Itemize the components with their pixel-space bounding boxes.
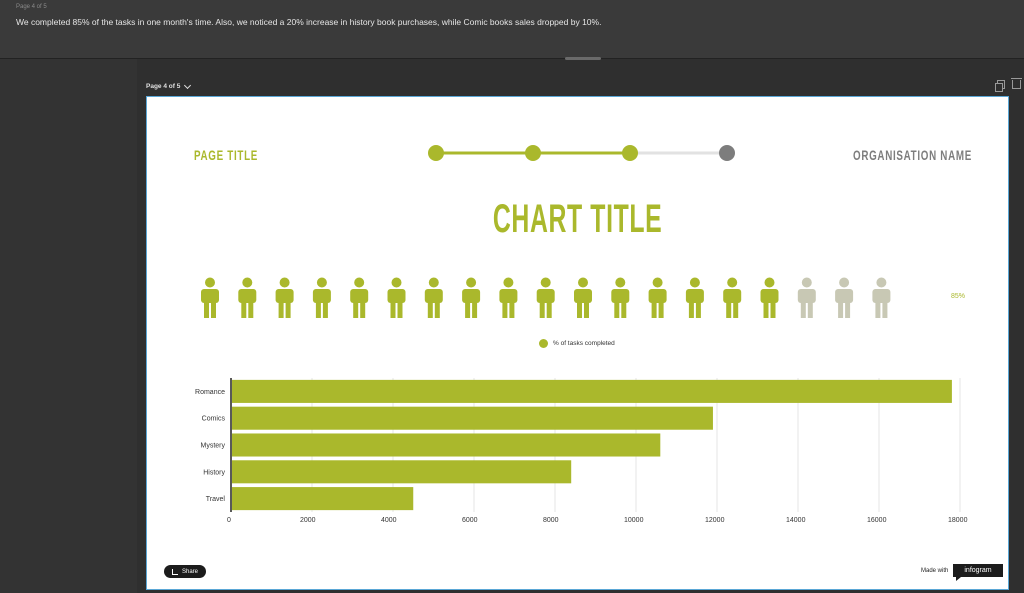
share-label: Share: [182, 568, 199, 575]
person-icon: [872, 277, 891, 318]
progress-step: [428, 145, 444, 161]
x-tick-label: 8000: [543, 517, 559, 524]
person-icon: [275, 277, 294, 318]
person-icon: [723, 277, 742, 318]
copy-icon[interactable]: [995, 80, 1005, 92]
progress-step: [525, 145, 541, 161]
y-category-label: Travel: [206, 496, 226, 503]
person-icon: [797, 277, 816, 318]
legend: % of tasks completed: [539, 339, 615, 348]
left-panel: [0, 59, 137, 593]
page-note[interactable]: We completed 85% of the tasks in one mon…: [16, 17, 602, 27]
bar[interactable]: [232, 406, 713, 430]
chart-title[interactable]: CHART TITLE: [492, 197, 663, 241]
resize-handle[interactable]: [565, 57, 601, 60]
person-icon: [760, 277, 779, 318]
y-category-label: Comics: [202, 416, 226, 423]
organisation-name[interactable]: ORGANISATION NAME: [853, 147, 972, 163]
person-icon: [685, 277, 704, 318]
person-icon: [536, 277, 555, 318]
trash-icon[interactable]: [1011, 78, 1022, 89]
bar[interactable]: [232, 433, 661, 457]
bar[interactable]: [232, 379, 952, 403]
top-bar: Page 4 of 5 We completed 85% of the task…: [0, 0, 1024, 59]
person-icon: [574, 277, 592, 318]
slide-canvas[interactable]: PAGE TITLE ORGANISATION NAME CHART TITLE…: [146, 96, 1009, 590]
x-tick-label: 14000: [786, 517, 806, 524]
bar-chart[interactable]: 0 2000 4000 6000 8000 10000 12000 14000 16000 180…: [147, 97, 1008, 589]
x-tick-label: 18000: [948, 517, 968, 524]
person-icon: [424, 277, 443, 318]
person-icon: [462, 277, 481, 318]
x-tick-label: 0: [227, 517, 231, 524]
chevron-down-icon: [184, 81, 192, 89]
legend-dot: [539, 339, 548, 348]
infogram-logo[interactable]: infogram: [953, 564, 1003, 581]
x-tick-label: 2000: [300, 517, 316, 524]
page-title[interactable]: PAGE TITLE: [194, 147, 258, 163]
y-category-label: Romance: [195, 389, 225, 396]
page-select-label: Page 4 of 5: [146, 83, 181, 90]
person-icon: [499, 277, 518, 318]
x-tick-label: 4000: [381, 517, 397, 524]
page-select-dropdown[interactable]: Page 4 of 5: [146, 81, 192, 90]
share-icon: [172, 568, 178, 575]
person-icon: [648, 277, 667, 318]
person-icon: [835, 277, 854, 318]
bar[interactable]: [232, 460, 572, 484]
person-icon: [350, 277, 369, 318]
progress-step: [719, 145, 735, 161]
x-tick-label: 6000: [462, 517, 478, 524]
x-tick-label: 16000: [867, 517, 887, 524]
page-indicator: Page 4 of 5: [16, 4, 47, 10]
bar[interactable]: [232, 487, 414, 511]
progress-stepper: [428, 145, 735, 161]
person-icon: [201, 277, 219, 318]
person-icon: [387, 277, 406, 318]
x-tick-label: 10000: [624, 517, 644, 524]
pictorial-value-label: 85%: [951, 293, 966, 300]
made-with-text: Made with: [921, 568, 949, 574]
share-button[interactable]: Share: [164, 565, 207, 578]
pictorial-chart[interactable]: [199, 277, 949, 322]
legend-label: % of tasks completed: [553, 340, 615, 347]
person-icon: [238, 277, 257, 318]
y-category-label: History: [203, 469, 225, 476]
progress-step: [622, 145, 638, 161]
person-icon: [611, 277, 630, 318]
person-icon: [312, 277, 331, 318]
x-tick-label: 12000: [705, 517, 725, 524]
y-category-label: Mystery: [201, 443, 226, 450]
